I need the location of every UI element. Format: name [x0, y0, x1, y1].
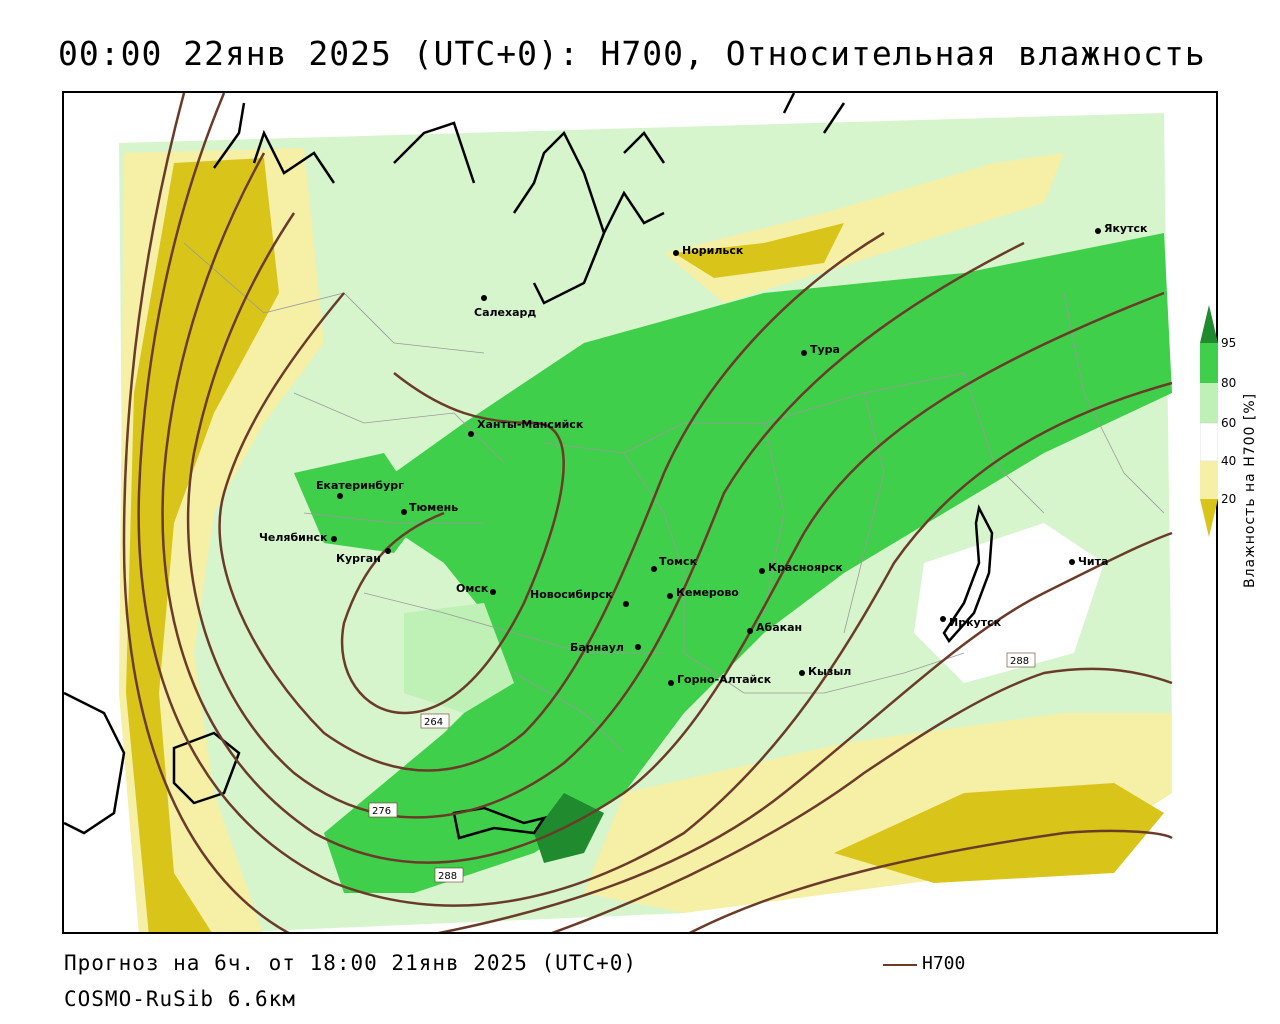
city-kurgan: Курган	[336, 548, 391, 565]
very-dry-zone-north	[674, 223, 844, 278]
svg-text:Чита: Чита	[1078, 555, 1108, 568]
moist-band	[324, 233, 1172, 893]
svg-text:Кемерово: Кемерово	[676, 586, 739, 599]
city-abakan: Абакан	[747, 621, 802, 634]
city-kyzyl: Кызыл	[799, 665, 851, 678]
isoline-label-2: 276	[368, 802, 398, 818]
svg-text:Норильск: Норильск	[682, 244, 744, 257]
map-title: 00:00 22янв 2025 (UTC+0): H700, Относите…	[58, 34, 1206, 73]
city-yakutsk: Якутск	[1095, 222, 1148, 235]
city-yekaterinburg: Екатеринбург	[316, 479, 404, 499]
svg-text:Томск: Томск	[659, 555, 698, 568]
isoline-label-4: 288	[1006, 652, 1036, 668]
svg-text:Кызыл: Кызыл	[808, 665, 851, 678]
map-canvas: 264 276 288 288 Норильск Якутск Салехард	[64, 93, 1173, 932]
lake-baikal	[942, 504, 994, 644]
svg-text:Иркутск: Иркутск	[949, 616, 1002, 629]
isoline-label-1: 264	[420, 713, 450, 729]
svg-text:264: 264	[424, 717, 443, 728]
city-norilsk: Норильск	[673, 244, 744, 257]
city-irkutsk: Иркутск	[940, 616, 1002, 629]
city-salekhard: Салехард	[474, 295, 536, 319]
colorbar-swatch-40-60	[1200, 422, 1218, 462]
colorbar-label: Влажность на H700 [%]	[1242, 392, 1258, 588]
colorbar-tick-20: 20	[1221, 492, 1237, 506]
svg-text:Тура: Тура	[810, 343, 840, 356]
moist-patch-omsk	[404, 603, 514, 713]
svg-text:Якутск: Якутск	[1104, 222, 1148, 235]
svg-text:Омск: Омск	[456, 582, 489, 595]
city-gorno-altaysk: Горно-Алтайск	[668, 673, 772, 686]
svg-text:Горно-Алтайск: Горно-Алтайск	[677, 673, 772, 686]
svg-text:Тюмень: Тюмень	[409, 501, 458, 514]
h700-legend-line	[883, 964, 917, 966]
very-dry-zone-west	[126, 158, 279, 932]
city-krasnoyarsk: Красноярск	[759, 561, 843, 574]
svg-text:Салехард: Салехард	[474, 306, 536, 319]
colorbar-swatch-60-80	[1200, 383, 1218, 423]
city-barnaul: Барнаул	[570, 641, 641, 654]
city-tura: Тура	[801, 343, 840, 356]
svg-text:Новосибирск: Новосибирск	[530, 588, 613, 601]
svg-text:Абакан: Абакан	[756, 621, 802, 634]
h700-legend-label: H700	[922, 953, 966, 974]
caspian-sea	[64, 691, 126, 835]
city-tyumen: Тюмень	[401, 501, 458, 515]
isoline-label-3: 288	[434, 867, 464, 883]
svg-text:Красноярск: Красноярск	[768, 561, 843, 574]
city-chita: Чита	[1069, 555, 1108, 568]
city-khanty-mansiysk: Ханты-Мансийск	[468, 418, 584, 437]
svg-text:288: 288	[438, 871, 457, 882]
svg-text:Екатеринбург: Екатеринбург	[316, 479, 404, 492]
moist-band-core	[534, 793, 604, 863]
colorbar-tick-80: 80	[1221, 376, 1237, 390]
model-name: COSMO-RuSib 6.6км	[64, 987, 296, 1011]
svg-text:Ханты-Мансийск: Ханты-Мансийск	[477, 418, 584, 431]
aral-sea	[172, 731, 241, 805]
humidity-colorbar	[1200, 305, 1218, 537]
city-chelyabinsk: Челябинск	[259, 531, 337, 544]
svg-text:Курган: Курган	[336, 552, 381, 565]
colorbar-tick-60: 60	[1221, 416, 1237, 430]
svg-text:Барнаул: Барнаул	[570, 641, 624, 654]
colorbar-swatch-above-95	[1200, 305, 1218, 343]
svg-text:288: 288	[1010, 656, 1029, 667]
colorbar-swatch-below-20	[1200, 499, 1218, 537]
svg-text:276: 276	[372, 806, 391, 817]
forecast-info: Прогноз на 6ч. от 18:00 21янв 2025 (UTC+…	[64, 951, 638, 975]
h700-isolines	[122, 93, 1173, 932]
colorbar-tick-95: 95	[1221, 336, 1237, 350]
svg-text:Челябинск: Челябинск	[259, 531, 328, 544]
colorbar-tick-40: 40	[1221, 454, 1237, 468]
city-tomsk: Томск	[651, 555, 698, 572]
lake-balkhash	[452, 806, 547, 840]
coastline	[64, 93, 994, 840]
dry-spot-baikal	[914, 523, 1104, 683]
city-novosibirsk: Новосибирск	[530, 588, 629, 607]
colorbar-swatch-20-40	[1200, 461, 1218, 499]
city-kemerovo: Кемерово	[667, 586, 739, 599]
moist-patch-ural	[294, 453, 424, 553]
colorbar-swatch-80-95	[1200, 343, 1218, 383]
weather-map: 264 276 288 288 Норильск Якутск Салехард	[62, 91, 1218, 934]
city-omsk: Омск	[456, 582, 496, 595]
